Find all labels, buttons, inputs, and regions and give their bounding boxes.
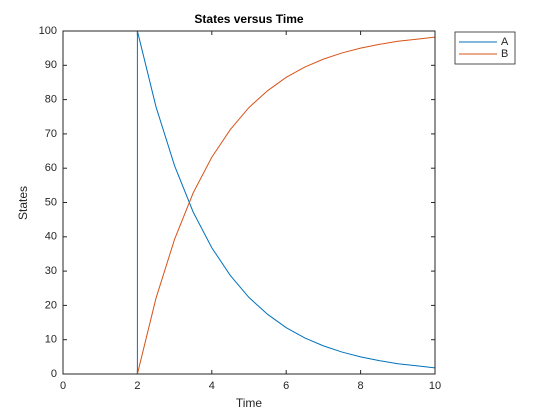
legend-label: A	[501, 36, 509, 48]
legend-label: B	[501, 48, 508, 60]
y-tick-label: 30	[45, 265, 57, 277]
chart-title: States versus Time	[194, 12, 303, 26]
y-tick-label: 70	[45, 128, 57, 140]
x-tick-label: 4	[209, 380, 215, 392]
y-tick-label: 20	[45, 299, 57, 311]
series-line	[63, 36, 436, 375]
y-tick-label: 60	[45, 162, 57, 174]
plot-frame	[62, 30, 436, 375]
x-tick-label: 10	[429, 380, 441, 392]
series-line	[63, 30, 436, 375]
x-tick-label: 6	[283, 380, 289, 392]
y-axis-label: States	[16, 186, 30, 220]
y-tick-label: 100	[39, 25, 57, 37]
y-tick-label: 10	[45, 334, 57, 346]
y-tick-label: 0	[51, 368, 57, 380]
y-tick-label: 80	[45, 94, 57, 106]
x-tick-label: 8	[358, 380, 364, 392]
x-tick-label: 0	[60, 380, 66, 392]
y-tick-label: 50	[45, 196, 57, 208]
x-axis-label: Time	[236, 396, 263, 410]
x-tick-label: 2	[134, 380, 140, 392]
y-tick-label: 40	[45, 231, 57, 243]
y-tick-label: 90	[45, 59, 57, 71]
legend-box	[454, 31, 516, 65]
